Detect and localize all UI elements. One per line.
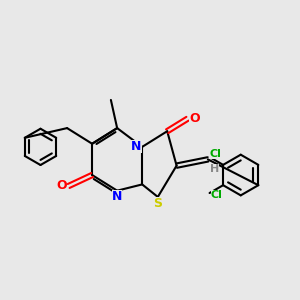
Text: N: N	[131, 140, 142, 153]
Text: H: H	[209, 164, 219, 174]
Text: O: O	[56, 179, 67, 193]
Text: N: N	[112, 190, 122, 203]
Text: O: O	[189, 112, 200, 125]
Text: Cl: Cl	[211, 190, 222, 200]
Text: S: S	[153, 197, 162, 210]
Text: Cl: Cl	[209, 149, 221, 159]
